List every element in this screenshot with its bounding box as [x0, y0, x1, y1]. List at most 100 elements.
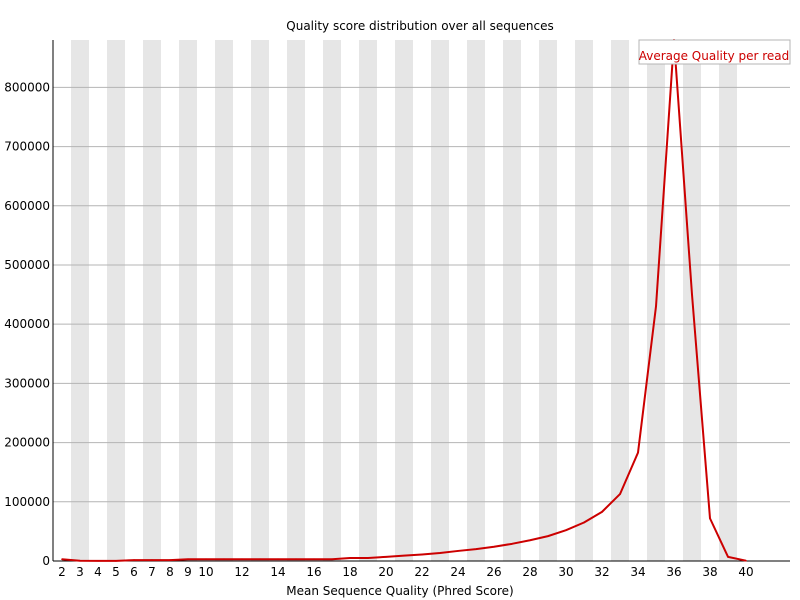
series-layer: [61, 39, 747, 562]
legend-box: [638, 39, 791, 65]
band-7: [143, 40, 161, 561]
data-point-q5: [115, 560, 117, 562]
band-17: [323, 40, 341, 561]
data-point-q39: [727, 556, 729, 558]
x-tick-label-9: 9: [184, 565, 192, 579]
x-tick-label-28: 28: [522, 565, 537, 579]
band-25: [467, 40, 485, 561]
band-33: [611, 40, 629, 561]
data-point-q28: [529, 539, 531, 542]
band-15: [287, 40, 305, 561]
data-point-q33: [619, 493, 621, 495]
x-tick-label-8: 8: [166, 565, 174, 579]
x-tick-label-30: 30: [558, 565, 573, 579]
band-19: [359, 40, 377, 561]
background-bands: [71, 40, 737, 561]
x-tick-label-14: 14: [270, 565, 285, 579]
x-tick-label-6: 6: [130, 565, 138, 579]
x-tick-label-20: 20: [378, 565, 393, 579]
gridlines: [53, 86, 790, 562]
x-tick-label-40: 40: [738, 565, 753, 579]
band-3: [71, 40, 89, 561]
x-tick-label-3: 3: [76, 565, 84, 579]
data-point-q38: [709, 517, 711, 520]
x-axis-ticks: 2 3 4 5 6 7 8 9 10 12 14 16 18 20 22 24 26 28 30 32 34 36 38 40: [58, 565, 753, 579]
data-point-q3: [79, 559, 81, 562]
x-tick-label-7: 7: [148, 565, 156, 579]
data-point-q7: [151, 559, 153, 561]
data-point-q19: [367, 557, 369, 559]
data-point-q26: [493, 545, 495, 548]
data-point-q13: [259, 558, 261, 561]
x-axis-label: Mean Sequence Quality (Phred Score): [286, 584, 514, 598]
data-point-q25: [475, 548, 477, 550]
data-point-q37: [691, 293, 693, 296]
y-tick-label-300000: 300000: [4, 376, 50, 390]
data-point-q35: [655, 305, 657, 308]
data-point-q20: [385, 556, 387, 558]
y-tick-label-500000: 500000: [4, 258, 50, 272]
data-point-q17: [331, 558, 333, 561]
data-point-q2: [61, 558, 63, 561]
x-tick-label-34: 34: [630, 565, 645, 579]
x-tick-label-10: 10: [198, 565, 213, 579]
y-tick-label-100000: 100000: [4, 495, 50, 509]
data-point-q10: [205, 558, 207, 561]
data-point-q23: [439, 552, 441, 554]
y-tick-label-700000: 700000: [4, 140, 50, 154]
x-tick-label-18: 18: [342, 565, 357, 579]
data-point-q4: [97, 560, 99, 562]
y-tick-label-200000: 200000: [4, 436, 50, 450]
data-point-q22: [421, 553, 423, 556]
x-tick-label-32: 32: [594, 565, 609, 579]
x-tick-label-24: 24: [450, 565, 465, 579]
chart-title: Quality score distribution over all sequ…: [286, 19, 553, 33]
x-tick-label-38: 38: [702, 565, 717, 579]
band-31: [575, 40, 593, 561]
data-point-q27: [511, 543, 513, 545]
data-point-q11: [223, 558, 225, 561]
data-point-q29: [547, 535, 549, 537]
data-point-q16: [313, 558, 315, 561]
data-point-q14: [277, 558, 279, 561]
y-tick-label-600000: 600000: [4, 199, 50, 213]
y-tick-label-0: 0: [42, 554, 50, 568]
x-tick-label-12: 12: [234, 565, 249, 579]
data-point-q34: [637, 451, 639, 454]
data-point-q8: [169, 559, 171, 561]
x-tick-label-22: 22: [414, 565, 429, 579]
band-5: [107, 40, 125, 561]
x-tick-label-26: 26: [486, 565, 501, 579]
band-29: [539, 40, 557, 561]
data-point-q18: [349, 557, 351, 559]
band-21: [395, 40, 413, 561]
data-point-q9: [187, 558, 189, 561]
axes: [52, 40, 790, 562]
x-tick-label-2: 2: [58, 565, 66, 579]
band-9: [179, 40, 197, 561]
data-point-q6: [133, 559, 135, 561]
band-11: [215, 40, 233, 561]
y-axis-ticks: 0 100000 200000 300000 400000 500000 600000 700…: [4, 80, 50, 568]
x-tick-label-16: 16: [306, 565, 321, 579]
data-point-q21: [403, 554, 405, 557]
y-tick-label-800000: 800000: [4, 80, 50, 94]
x-tick-label-36: 36: [666, 565, 681, 579]
data-point-q24: [457, 550, 459, 552]
data-point-q15: [295, 558, 297, 561]
band-27: [503, 40, 521, 561]
band-23: [431, 40, 449, 561]
legend: Average Quality per read: [638, 39, 791, 65]
x-tick-label-4: 4: [94, 565, 102, 579]
data-point-q12: [241, 558, 243, 561]
data-point-q32: [601, 511, 603, 513]
legend-series-label: Average Quality per read: [639, 49, 790, 63]
band-39: [719, 40, 737, 561]
data-point-q31: [583, 521, 585, 524]
x-tick-label-5: 5: [112, 565, 120, 579]
y-tick-label-400000: 400000: [4, 317, 50, 331]
band-13: [251, 40, 269, 561]
data-point-q30: [565, 529, 567, 532]
data-point-q40: [745, 559, 747, 562]
